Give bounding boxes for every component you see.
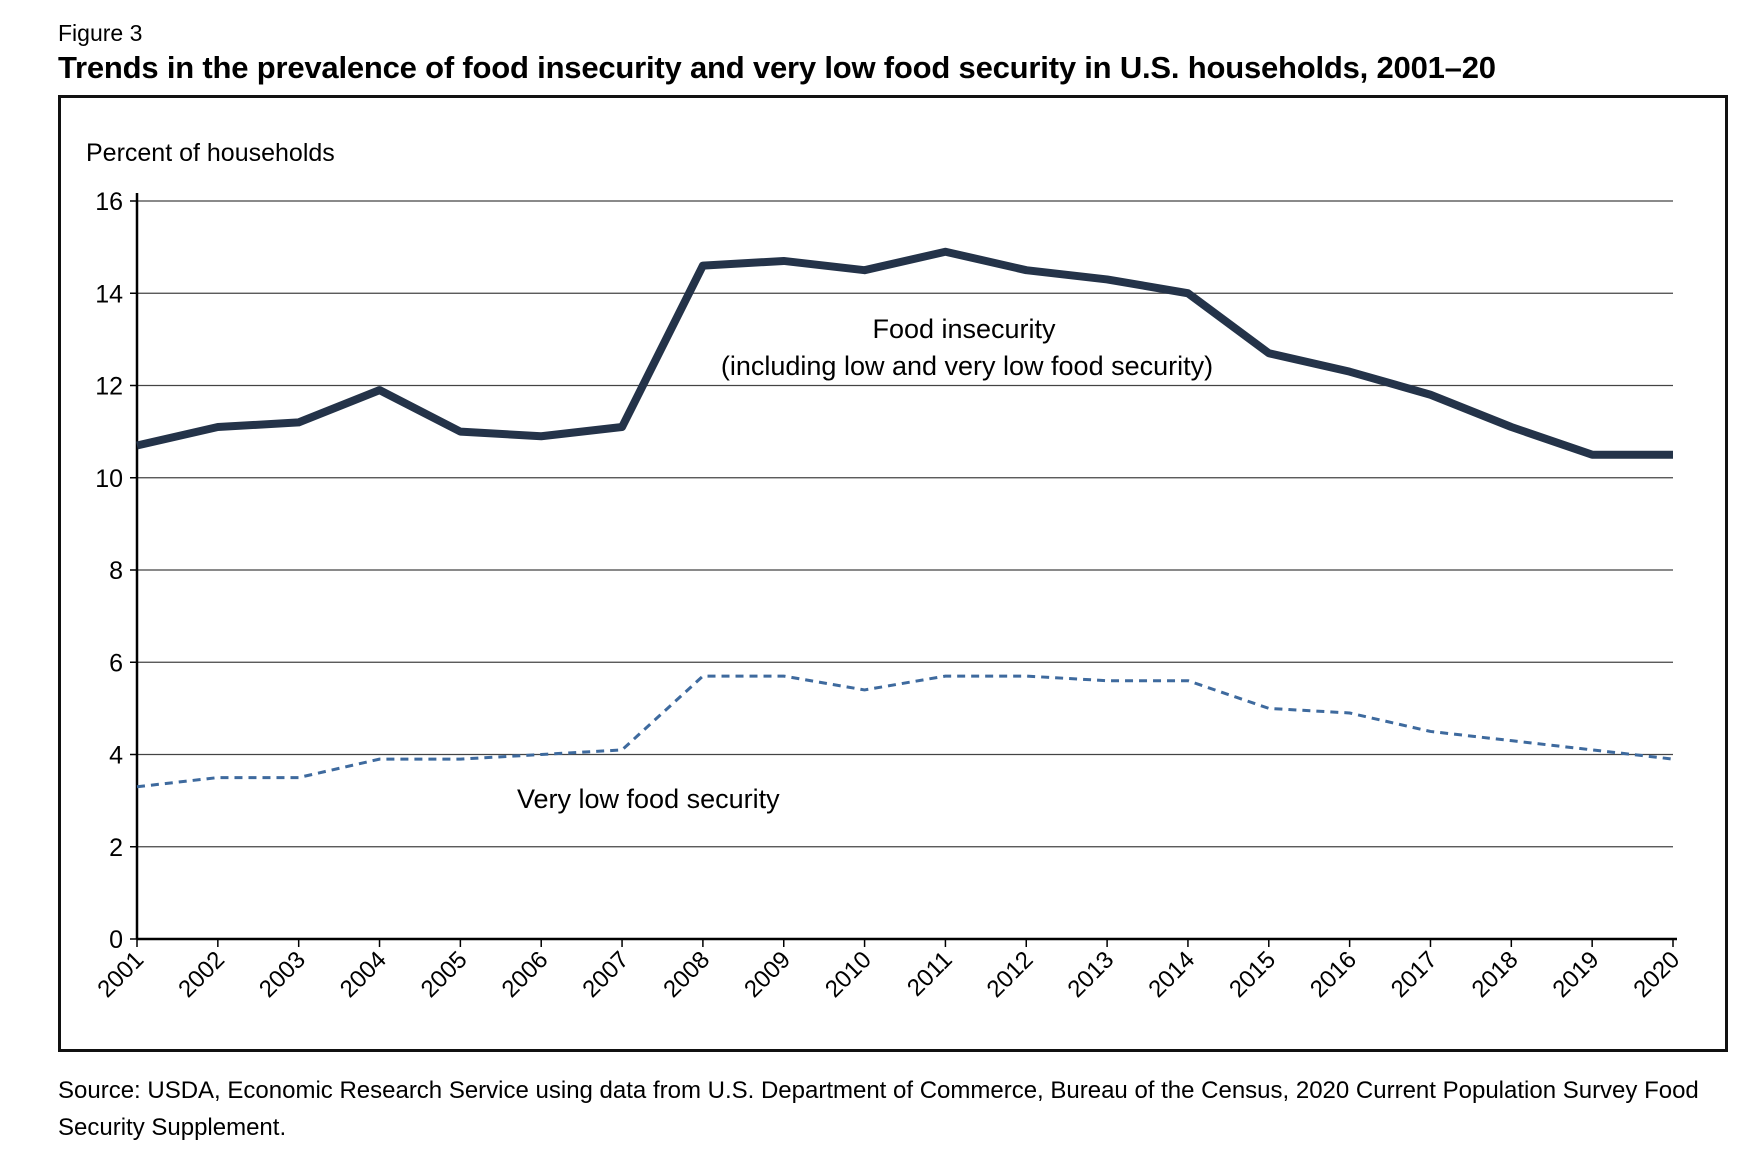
- very-low-food-security-line: [136, 674, 1674, 789]
- very-low-food-security-label: Very low food security: [517, 784, 780, 814]
- chart-frame: [58, 95, 1728, 1052]
- y-tick-label: 0: [109, 926, 123, 954]
- x-tick-label: 2018: [1467, 946, 1524, 1003]
- y-tick-label: 12: [95, 373, 123, 401]
- x-tick-label: 2007: [577, 946, 634, 1003]
- x-tick-label: 2004: [335, 946, 392, 1003]
- x-tick-label: 2003: [254, 946, 311, 1003]
- y-tick-label: 10: [95, 465, 123, 493]
- food-insecurity-line: [136, 247, 1673, 459]
- source-note: Source: USDA, Economic Research Service …: [58, 1077, 1699, 1141]
- figure-label: Figure 3: [58, 20, 143, 46]
- x-tick-label: 2011: [902, 946, 958, 1002]
- x-tick-label: 2010: [820, 946, 877, 1003]
- x-tick-label: 2001: [92, 946, 149, 1003]
- x-tick-label: 2015: [1224, 946, 1281, 1003]
- chart-title: Trends in the prevalence of food insecur…: [58, 50, 1496, 85]
- x-tick-label: 2020: [1628, 946, 1685, 1003]
- x-tick-label: 2019: [1548, 946, 1605, 1003]
- y-tick-label: 6: [109, 649, 123, 677]
- x-tick-label: 2016: [1305, 946, 1362, 1003]
- x-tick-label: 2014: [1143, 946, 1200, 1003]
- x-tick-label: 2009: [739, 946, 796, 1003]
- x-tick-label: 2017: [1386, 946, 1443, 1003]
- x-tick-label: 2012: [982, 946, 1039, 1003]
- x-tick-label: 2006: [497, 946, 554, 1003]
- y-tick-label: 14: [95, 280, 123, 308]
- x-tick-label: 2005: [416, 946, 473, 1003]
- x-tick-label: 2008: [658, 946, 715, 1003]
- food-insecurity-sublabel: (including low and very low food securit…: [721, 351, 1213, 381]
- y-tick-label: 2: [109, 834, 123, 862]
- food-insecurity-label: Food insecurity: [872, 314, 1056, 344]
- y-tick-label: 16: [95, 188, 123, 216]
- y-tick-label: 4: [109, 742, 123, 770]
- y-tick-label: 8: [109, 557, 123, 585]
- x-tick-label: 2002: [173, 946, 230, 1003]
- x-tick-label: 2013: [1063, 946, 1120, 1003]
- y-axis-label: Percent of households: [86, 139, 335, 167]
